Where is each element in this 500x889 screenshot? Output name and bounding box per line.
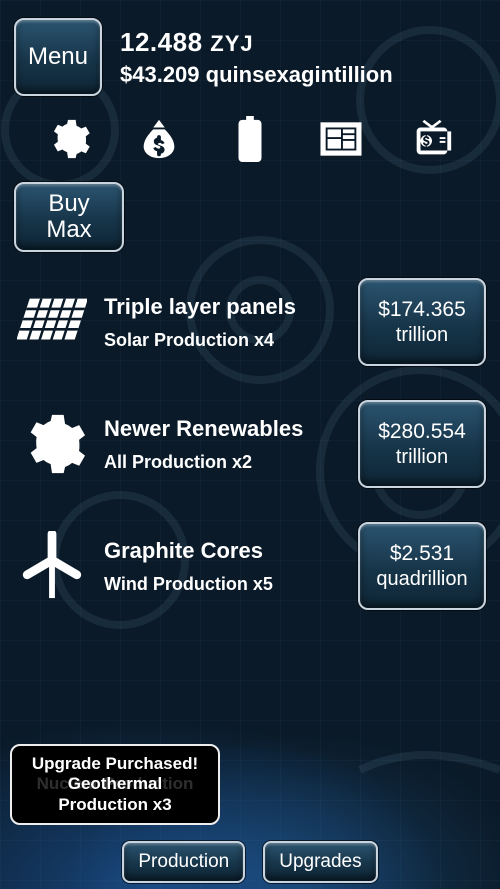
upgrade-title: Triple layer panels [104, 294, 348, 320]
buy-max-button[interactable]: Buy Max [14, 182, 124, 252]
toast-line1: Upgrade Purchased! [22, 754, 208, 774]
wind-turbine-icon [14, 528, 90, 604]
buy-max-line2: Max [46, 217, 91, 243]
energy-unit: ZYJ [210, 31, 253, 56]
upgrade-desc: All Production x2 [104, 452, 348, 473]
tv-money-icon[interactable] [405, 112, 459, 166]
money-unit: quinsexagintillion [206, 62, 393, 87]
energy-stat: 12.488 ZYJ [120, 27, 486, 58]
blueprint-icon[interactable] [314, 112, 368, 166]
upgrade-row: Graphite Cores Wind Production x5 $2.531… [8, 508, 492, 630]
battery-icon[interactable] [223, 112, 277, 166]
upgrade-list: Triple layer panels Solar Production x4 … [0, 256, 500, 630]
upgrade-title: Newer Renewables [104, 416, 348, 442]
tab-production[interactable]: Production [122, 841, 245, 883]
price-unit: trillion [396, 324, 448, 346]
upgrade-desc: Solar Production x4 [104, 330, 348, 351]
upgrade-text: Triple layer panels Solar Production x4 [100, 294, 348, 351]
category-tab-row [0, 102, 500, 174]
gear-icon [14, 406, 90, 482]
bottom-tab-bar: Production Upgrades [0, 841, 500, 889]
header: Menu 12.488 ZYJ $43.209 quinsexagintilli… [0, 0, 500, 102]
buy-max-row: Buy Max [0, 174, 500, 256]
toast-line2: Geothermal [22, 774, 208, 794]
money-stat: $43.209 quinsexagintillion [120, 62, 486, 88]
price-value: $174.365 [378, 298, 466, 321]
gear-icon[interactable] [41, 112, 95, 166]
toast-line3: Production x3 [22, 795, 208, 815]
price-value: $280.554 [378, 420, 466, 443]
money-bag-icon[interactable] [132, 112, 186, 166]
upgrade-text: Newer Renewables All Production x2 [100, 416, 348, 473]
upgrade-text: Graphite Cores Wind Production x5 [100, 538, 348, 595]
upgrade-buy-button[interactable]: $2.531 quadrillion [358, 522, 486, 610]
upgrade-buy-button[interactable]: $280.554 trillion [358, 400, 486, 488]
price-unit: trillion [396, 446, 448, 468]
menu-button[interactable]: Menu [14, 18, 102, 96]
price-unit: quadrillion [376, 568, 467, 590]
upgrade-row: Triple layer panels Solar Production x4 … [8, 264, 492, 386]
upgrade-title: Graphite Cores [104, 538, 348, 564]
upgrade-desc: Wind Production x5 [104, 574, 348, 595]
price-value: $2.531 [390, 542, 454, 565]
energy-value: 12.488 [120, 27, 203, 57]
buy-max-line1: Buy [48, 191, 89, 217]
solar-panel-icon [14, 284, 90, 360]
money-value: $43.209 [120, 62, 200, 87]
upgrade-row: Newer Renewables All Production x2 $280.… [8, 386, 492, 508]
tab-upgrades[interactable]: Upgrades [263, 841, 377, 883]
purchase-toast: Nuclear Production Upgrade Purchased! Ge… [10, 744, 220, 825]
upgrade-buy-button[interactable]: $174.365 trillion [358, 278, 486, 366]
resource-stats: 12.488 ZYJ $43.209 quinsexagintillion [120, 27, 486, 88]
